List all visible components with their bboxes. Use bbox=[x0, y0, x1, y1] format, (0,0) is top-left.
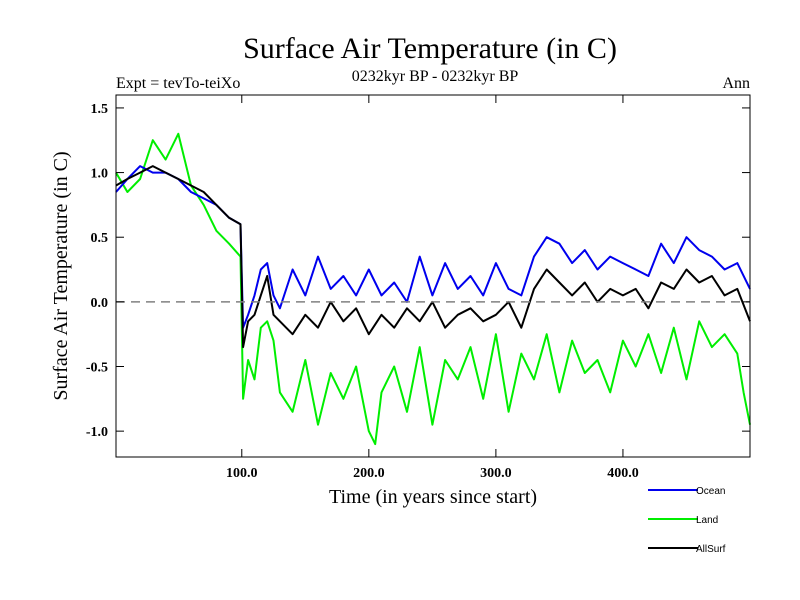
series-line-land bbox=[115, 132, 751, 446]
y-tick-label: 0.0 bbox=[91, 296, 109, 311]
experiment-label: Expt = tevTo-teiXo bbox=[116, 75, 240, 92]
legend-label-allsurf: AllSurf bbox=[696, 544, 726, 555]
y-axis-label: Surface Air Temperature (in C) bbox=[50, 151, 72, 400]
x-tick-label: 300.0 bbox=[480, 466, 512, 481]
chart-title: Surface Air Temperature (in C) bbox=[243, 32, 617, 65]
chart-subtitle: 0232kyr BP - 0232kyr BP bbox=[352, 68, 519, 85]
x-tick-label: 200.0 bbox=[353, 466, 385, 481]
series-line-allsurf bbox=[115, 165, 751, 349]
x-tick-label: 400.0 bbox=[607, 466, 639, 481]
season-label: Ann bbox=[722, 75, 750, 92]
y-tick-label: 1.5 bbox=[91, 102, 109, 117]
series-layer bbox=[115, 132, 751, 446]
x-axis-label: Time (in years since start) bbox=[329, 486, 537, 508]
plot-frame bbox=[115, 94, 751, 458]
tick-layer: 100.0 200.0 300.0 400.0 1.5 1.0 0.5 0.0 -0.5 -1.0 bbox=[86, 95, 750, 481]
y-tick-label: 0.5 bbox=[91, 231, 109, 246]
x-tick-label: 100.0 bbox=[226, 466, 258, 481]
y-tick-label: -0.5 bbox=[86, 361, 108, 376]
legend-label-land: Land bbox=[696, 515, 718, 526]
legend-label-ocean: Ocean bbox=[696, 486, 725, 497]
legend: Ocean Land AllSurf bbox=[648, 486, 726, 555]
y-tick-label: 1.0 bbox=[91, 167, 109, 182]
y-tick-label: -1.0 bbox=[86, 425, 108, 440]
